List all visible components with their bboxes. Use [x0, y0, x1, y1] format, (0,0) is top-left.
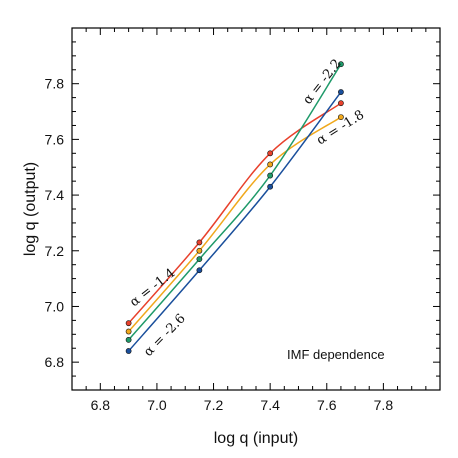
data-point: [338, 61, 344, 68]
x-axis-label: log q (input): [214, 430, 299, 447]
data-point: [267, 172, 274, 179]
data-point: [125, 348, 132, 354]
x-tick-label: 7.8: [374, 397, 394, 413]
data-point: [196, 247, 203, 254]
x-tick-label: 7.4: [260, 397, 280, 413]
y-axis-label: log q (output): [22, 162, 39, 256]
series-line-0: [128, 102, 342, 324]
y-tick-label: 7.0: [45, 298, 65, 314]
y-tick-labels: 6.8 7.0 7.2 7.4 7.6 7.8: [45, 76, 65, 370]
y-tick-label: 7.4: [45, 187, 65, 203]
y-tick-label: 7.6: [45, 131, 65, 147]
data-point: [267, 161, 274, 168]
series-points: [125, 61, 344, 354]
series-lines: [128, 63, 342, 352]
x-tick-label: 7.0: [147, 397, 167, 413]
data-point: [196, 267, 203, 274]
x-tick-label: 7.2: [204, 397, 224, 413]
data-point: [338, 114, 344, 121]
data-point: [338, 100, 344, 107]
imf-dependence-annotation: IMF dependence: [287, 347, 385, 362]
data-point: [125, 328, 132, 335]
x-tick-labels: 6.8 7.0 7.2 7.4 7.6 7.8: [91, 397, 394, 413]
y-tick-label: 7.2: [45, 243, 65, 259]
ticks: [71, 27, 441, 391]
data-point: [125, 320, 132, 327]
data-point: [267, 183, 274, 190]
series-line-2: [128, 63, 342, 341]
y-tick-label: 7.8: [45, 76, 65, 92]
data-point: [125, 336, 132, 343]
y-tick-label: 6.8: [45, 354, 65, 370]
plot-frame: [71, 27, 441, 391]
data-point: [196, 239, 203, 246]
series-line-3: [128, 91, 342, 352]
x-tick-label: 7.6: [317, 397, 337, 413]
data-point: [267, 150, 274, 157]
data-point: [338, 89, 344, 95]
data-point: [196, 256, 203, 263]
x-tick-label: 6.8: [91, 397, 111, 413]
